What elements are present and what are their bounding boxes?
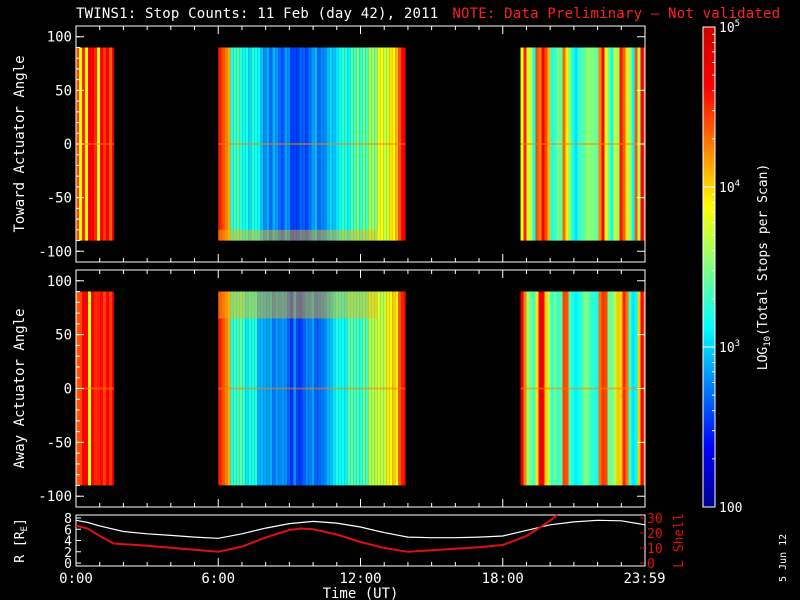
right-y-tick-label: 20 <box>647 527 663 542</box>
preliminary-note: NOTE: Data Preliminary – Not validated <box>452 6 781 22</box>
x-tick-label: 18:00 <box>482 571 524 587</box>
colorbar-tick-base: 10 <box>719 181 735 196</box>
y-axis-label: Away Actuator Angle <box>12 308 28 468</box>
y-tick-label: 0 <box>64 137 72 153</box>
y-tick-label: 50 <box>55 328 72 344</box>
colorbar-tick-exp: 5 <box>735 19 740 29</box>
left-y-tick-label: 8 <box>64 512 72 527</box>
left-y-tick-label: 4 <box>64 535 72 550</box>
heatmap-panel-1 <box>76 47 645 241</box>
title-text: TWINS1: Stop Counts: 11 Feb (day 42), 20… <box>76 6 439 22</box>
axes-panel-1: 100 50 0 -50 -100 Toward Actuator Angle <box>12 25 646 263</box>
y-axis-label: Toward Actuator Angle <box>12 55 28 232</box>
date-stamp: 5 Jun 12 <box>778 533 789 582</box>
right-y-tick-label: 10 <box>647 542 663 557</box>
chart-title: TWINS1: Stop Counts: 11 Feb (day 42), 20… <box>76 6 780 22</box>
y-tick-label: -50 <box>47 435 72 451</box>
colorbar-label-suffix: (Total Stops per Scan) <box>756 164 771 336</box>
right-y-tick-label: 0 <box>647 557 655 572</box>
colorbar-tick-base: 10 <box>719 341 735 356</box>
colorbar-tick-base: 10 <box>719 21 735 36</box>
radius-series-line <box>76 519 645 539</box>
left-y-tick-label: 2 <box>64 546 72 561</box>
colorbar-tick-label: 104 <box>719 179 740 196</box>
colorbar-tick-label: 105 <box>719 19 740 36</box>
x-tick-label: 12:00 <box>339 571 381 587</box>
y-tick-label: -100 <box>38 244 72 260</box>
colorbar-tick-exp: 4 <box>735 179 740 189</box>
colorbar-tick-label: 100 <box>719 501 742 516</box>
colorbar-label: LOG10(Total Stops per Scan) <box>756 164 773 371</box>
left-axis-label-sub: E <box>20 526 30 531</box>
y-tick-label: -100 <box>38 489 72 505</box>
axes-panel-2: 100 50 0 -50 -100 Away Actuator Angle <box>12 269 646 508</box>
x-tick-label: 23:59 <box>623 571 665 587</box>
left-axis-label-end: ] <box>13 518 28 526</box>
y-tick-label: -50 <box>47 191 72 207</box>
x-tick-label: 0:00 <box>59 571 93 587</box>
heatmap-edge-band <box>218 229 378 241</box>
lshell-series-line <box>75 514 558 553</box>
y-tick-label: 100 <box>47 30 72 46</box>
y-tick-label: 50 <box>55 83 72 99</box>
colorbar-tick-base: 100 <box>719 501 742 516</box>
colorbar-tick-exp: 3 <box>735 339 740 349</box>
x-tick-label: 6:00 <box>201 571 235 587</box>
y-tick-label: 0 <box>64 382 72 398</box>
heatmap-panel-2 <box>76 291 645 486</box>
colorbar-label-sub: 10 <box>763 336 773 347</box>
colorbar-label-prefix: LOG <box>756 347 771 371</box>
left-axis-label-main: R [R <box>13 531 28 562</box>
colorbar-tick-label: 103 <box>719 339 740 356</box>
left-axis-label: R [RE] <box>13 518 30 563</box>
right-y-tick-label: 30 <box>647 512 663 527</box>
x-axis-label: Time (UT) <box>323 586 399 600</box>
colorbar-gradient <box>702 26 716 508</box>
left-y-tick-label: 6 <box>64 523 72 538</box>
y-tick-label: 100 <box>47 274 72 290</box>
heatmap-edge-band <box>218 291 378 319</box>
right-axis-label: L Shell <box>672 513 687 568</box>
left-y-tick-label: 0 <box>64 557 72 572</box>
